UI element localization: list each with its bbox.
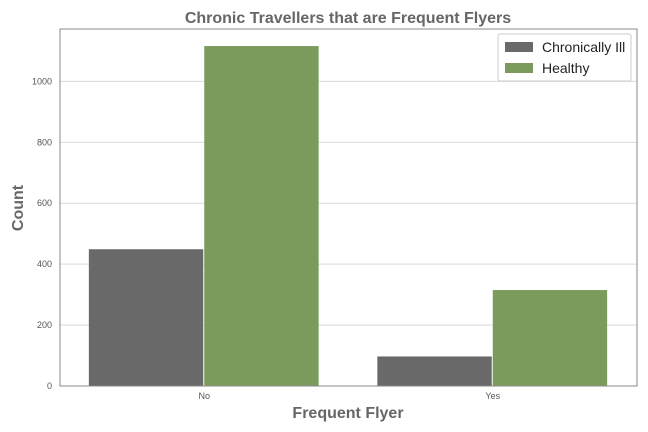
y-axis-ticks: 0 200 400 600 800 1000	[32, 76, 52, 391]
legend-label: Healthy	[542, 60, 589, 76]
y-tick-label: 600	[37, 198, 52, 208]
bars	[88, 46, 608, 387]
y-axis-label: Count	[10, 184, 27, 231]
bar	[492, 290, 608, 386]
y-tick-label: 800	[37, 137, 52, 147]
bar	[204, 46, 319, 387]
x-axis-label: Frequent Flyer	[292, 405, 403, 422]
plot-frame	[59, 28, 638, 387]
y-tick-label: 400	[37, 259, 52, 269]
x-tick-label: No	[198, 391, 210, 401]
legend-swatch	[505, 42, 533, 52]
x-tick-label: Yes	[485, 391, 500, 401]
legend-label: Chronically Ill	[542, 39, 625, 55]
y-tick-label: 1000	[32, 76, 52, 86]
bar	[88, 249, 204, 386]
chart-title: Chronic Travellers that are Frequent Fly…	[185, 10, 511, 27]
x-axis-ticks: No Yes	[198, 391, 500, 401]
y-tick-label: 200	[37, 320, 52, 330]
bar	[377, 356, 492, 386]
legend-swatch	[505, 63, 533, 73]
y-tick-label: 0	[47, 381, 52, 391]
legend: Chronically Ill Healthy	[497, 33, 632, 82]
